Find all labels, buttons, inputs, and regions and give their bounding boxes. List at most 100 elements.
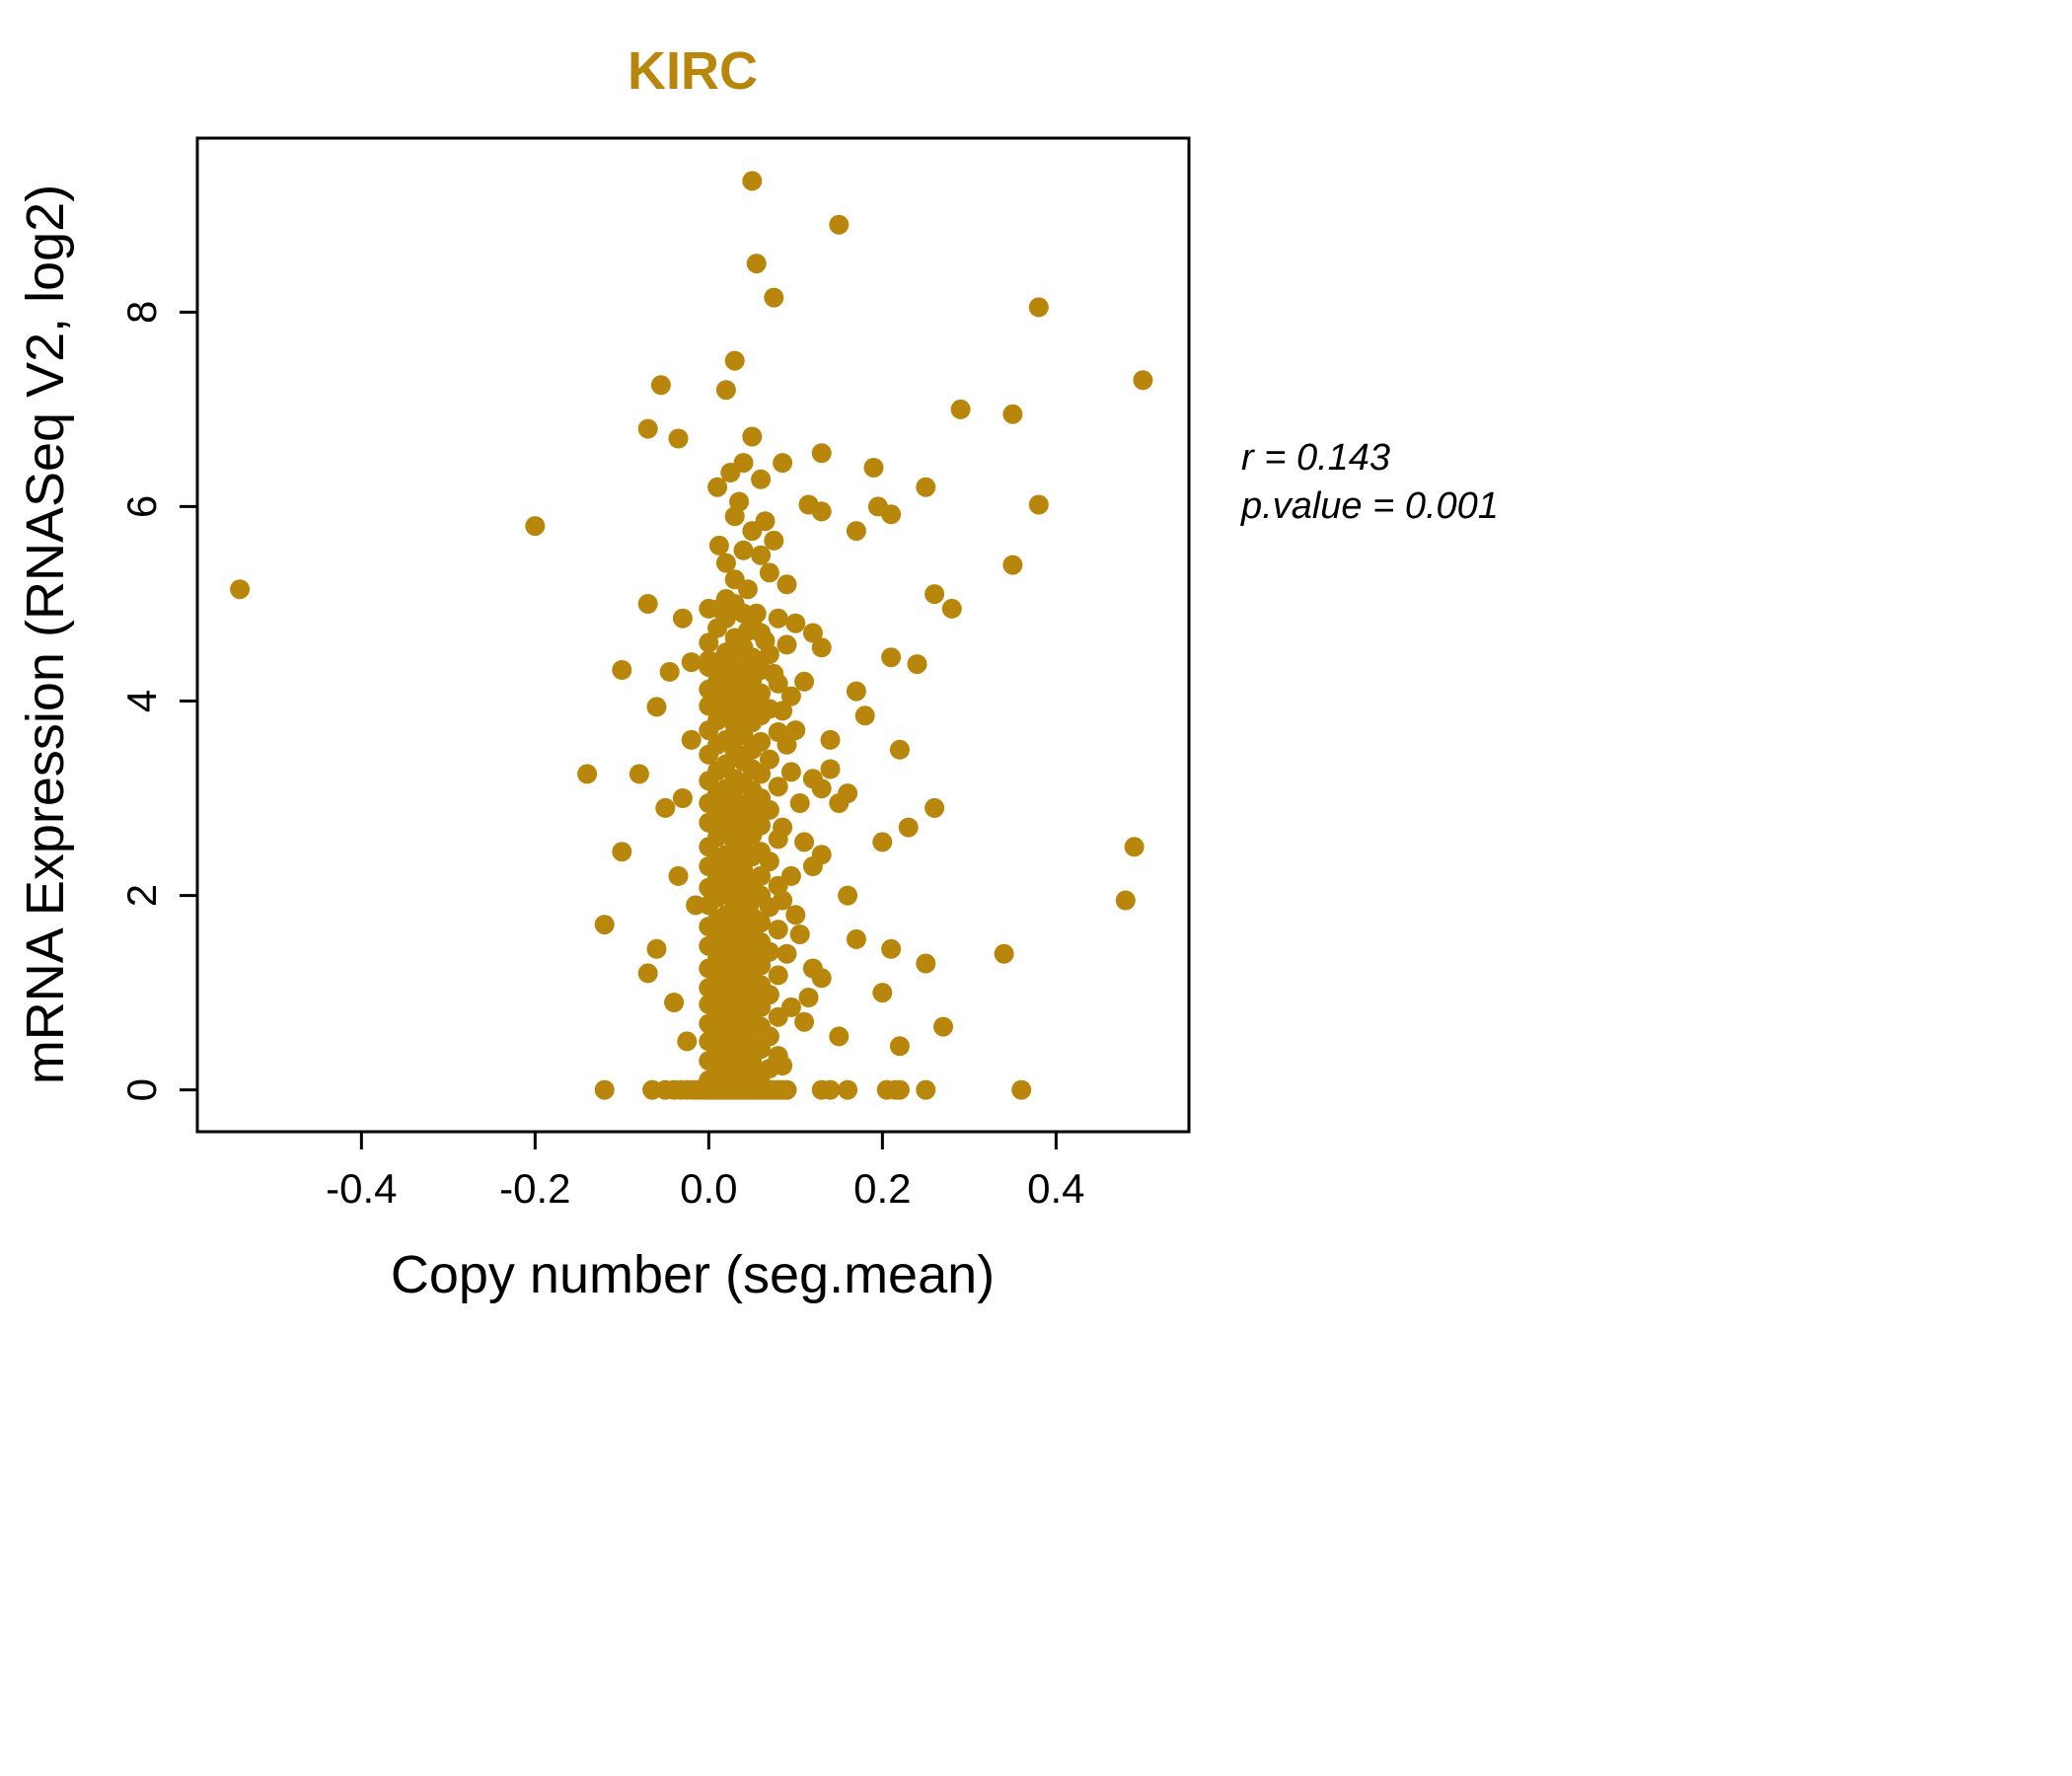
data-point <box>811 778 832 799</box>
data-point <box>594 915 615 935</box>
data-point <box>650 375 671 396</box>
data-point <box>768 722 788 742</box>
data-point <box>811 968 832 989</box>
data-point <box>777 1079 797 1100</box>
data-point <box>785 905 806 925</box>
y-tick-label: 6 <box>118 495 165 518</box>
data-point <box>681 729 702 750</box>
data-point <box>881 938 902 959</box>
data-point <box>925 797 945 818</box>
data-point <box>794 671 815 692</box>
data-point <box>746 254 767 274</box>
data-point <box>751 731 772 752</box>
data-point <box>789 925 810 944</box>
data-point <box>764 530 784 551</box>
data-point <box>1028 297 1049 318</box>
data-point <box>846 681 866 702</box>
data-point <box>764 287 784 308</box>
data-point <box>829 214 850 235</box>
data-point <box>780 686 801 706</box>
data-point <box>664 993 685 1012</box>
data-point <box>863 458 884 478</box>
data-point <box>715 642 736 663</box>
y-tick-label: 0 <box>118 1078 165 1101</box>
data-point <box>811 845 832 865</box>
data-point <box>742 426 763 447</box>
data-point <box>751 469 772 489</box>
data-point <box>889 1036 910 1057</box>
data-point <box>668 865 689 886</box>
data-point <box>854 705 875 726</box>
data-point <box>777 943 797 964</box>
data-point <box>637 963 658 984</box>
x-tick-label: 0.2 <box>853 1165 911 1212</box>
data-point <box>838 1079 858 1100</box>
data-point <box>715 729 736 750</box>
data-point <box>820 759 841 779</box>
data-point <box>1133 370 1153 391</box>
data-point <box>230 579 251 600</box>
data-point <box>768 875 788 896</box>
x-tick-label: -0.2 <box>499 1165 570 1212</box>
data-point <box>898 817 919 838</box>
data-point <box>742 171 763 191</box>
data-point <box>889 1079 910 1100</box>
data-point <box>681 652 702 673</box>
x-axis-title: Copy number (seg.mean) <box>390 1245 996 1304</box>
data-point <box>724 769 745 789</box>
data-point <box>1011 1079 1032 1100</box>
data-point <box>742 521 763 542</box>
data-point <box>612 660 632 680</box>
data-point <box>829 1026 850 1047</box>
data-point <box>777 574 797 595</box>
data-point <box>768 920 788 940</box>
data-point <box>785 613 806 633</box>
data-point <box>751 842 772 862</box>
data-point <box>780 762 801 782</box>
data-point <box>789 793 810 813</box>
data-point <box>699 632 719 653</box>
data-point <box>733 540 754 560</box>
data-point <box>941 598 962 619</box>
data-point <box>724 594 745 614</box>
data-point <box>1115 890 1136 911</box>
data-point <box>838 783 858 804</box>
data-point <box>577 764 598 784</box>
plot-box <box>195 136 1191 1134</box>
data-point <box>811 637 832 658</box>
data-point <box>811 443 832 464</box>
data-point <box>798 988 819 1007</box>
data-point <box>994 943 1014 964</box>
data-point <box>715 380 736 401</box>
data-point <box>916 953 936 974</box>
data-point <box>525 516 546 537</box>
data-point <box>768 608 788 629</box>
data-point <box>672 608 693 629</box>
data-point <box>777 634 797 655</box>
data-point <box>1002 555 1023 575</box>
data-point <box>715 608 736 629</box>
data-point <box>773 453 793 474</box>
data-point <box>768 829 788 850</box>
data-point <box>733 453 754 474</box>
data-point <box>646 938 667 959</box>
data-point <box>759 562 779 583</box>
data-point <box>916 477 936 497</box>
data-point <box>872 983 893 1003</box>
data-point <box>846 521 866 542</box>
p-value-text: p.value = 0.001 <box>1241 485 1499 528</box>
data-point <box>907 654 927 675</box>
data-point <box>659 661 680 682</box>
data-point <box>768 673 788 694</box>
data-point <box>846 928 866 949</box>
correlation-annotation: r = 0.143 p.value = 0.001 <box>1241 434 1499 532</box>
data-point <box>751 865 772 886</box>
data-point <box>889 739 910 760</box>
chart-title: KIRC <box>628 41 758 101</box>
data-point <box>768 1046 788 1067</box>
data-point <box>802 623 823 643</box>
data-point <box>759 644 779 665</box>
x-tick-label: 0.4 <box>1027 1165 1084 1212</box>
data-point <box>655 797 676 818</box>
